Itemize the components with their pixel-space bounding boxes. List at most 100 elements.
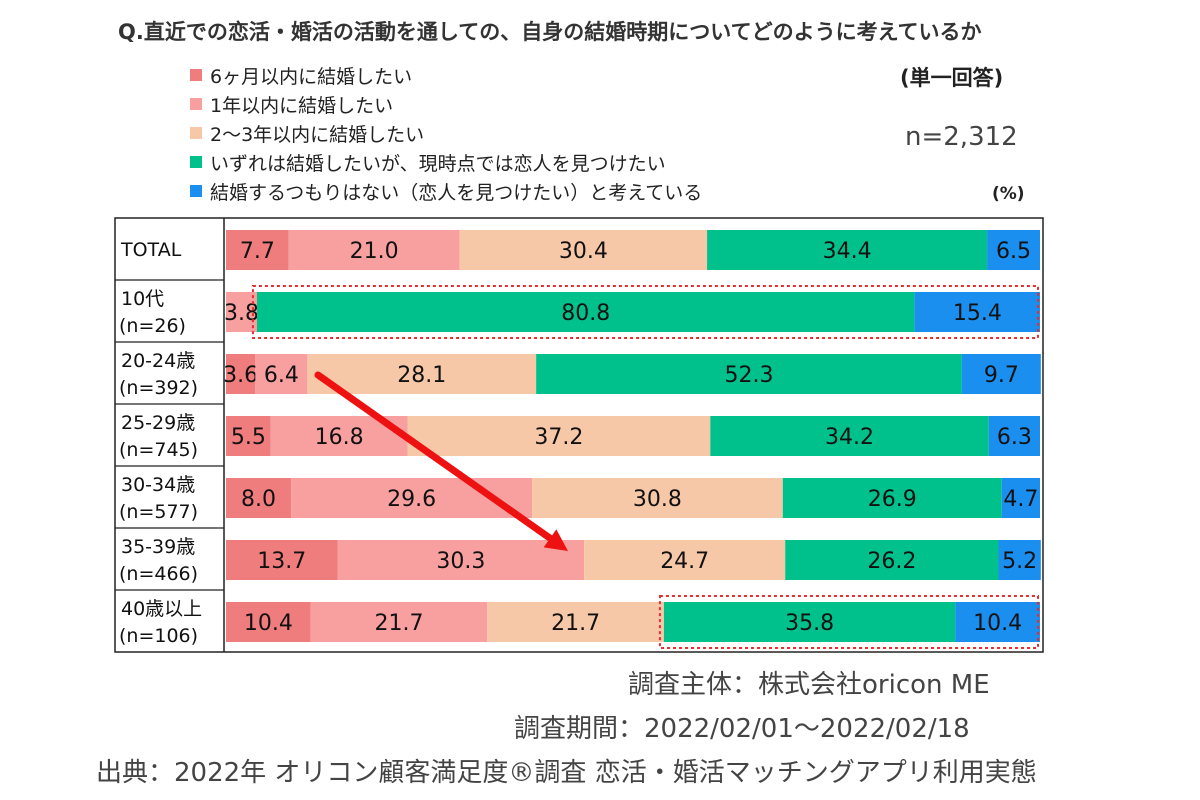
bar-segment xyxy=(310,602,488,642)
category-sample-size: (n=392) xyxy=(119,377,198,399)
data-label: 29.6 xyxy=(387,487,436,512)
data-label: 21.7 xyxy=(374,611,423,636)
legend-swatch xyxy=(190,98,202,110)
chart-frame xyxy=(114,217,1044,653)
data-label: 4.7 xyxy=(1003,487,1038,512)
legend-item: 結婚するつもりはない（恋人を見つけたい）と考えている xyxy=(190,178,702,204)
trend-arrow-head xyxy=(543,529,568,551)
highlight-box xyxy=(658,595,1039,649)
data-label: 3.6 xyxy=(223,363,258,388)
data-label: 34.2 xyxy=(825,425,874,450)
data-label: 37.2 xyxy=(534,425,583,450)
bar-segment xyxy=(785,540,999,580)
legend-swatch xyxy=(190,156,202,168)
bar-segment xyxy=(407,416,711,456)
category-sample-size: (n=26) xyxy=(119,315,186,337)
data-label: 24.7 xyxy=(660,549,709,574)
data-label: 28.1 xyxy=(397,363,446,388)
data-label: 26.2 xyxy=(867,549,916,574)
legend-swatch xyxy=(190,127,202,139)
data-label: 52.3 xyxy=(725,363,774,388)
data-label: 13.7 xyxy=(257,549,306,574)
data-label: 6.4 xyxy=(264,363,299,388)
legend-label: 結婚するつもりはない（恋人を見つけたい）と考えている xyxy=(210,181,703,204)
trend-arrow xyxy=(314,371,558,545)
category-sample-size: (n=466) xyxy=(119,563,198,585)
legend-label: 2〜3年以内に結婚したい xyxy=(210,123,425,146)
category-label: 20-24歳 xyxy=(121,350,195,372)
data-label: 15.4 xyxy=(953,301,1002,326)
category-label: 30-34歳 xyxy=(121,474,195,496)
bar-segment xyxy=(226,602,311,642)
legend-swatch xyxy=(190,185,202,197)
legend-item: 6ヶ月以内に結婚したい xyxy=(190,62,412,88)
data-label: 5.5 xyxy=(231,425,266,450)
bar-segment xyxy=(961,354,1041,394)
category-label: 10代 xyxy=(121,288,164,310)
legend-swatch xyxy=(190,69,202,81)
legend-item: 2〜3年以内に結婚したい xyxy=(190,120,424,146)
bar-segment xyxy=(710,416,989,456)
data-label: 9.7 xyxy=(984,363,1019,388)
data-label: 6.5 xyxy=(996,239,1031,264)
legend-label: 6ヶ月以内に結婚したい xyxy=(210,65,413,88)
data-label: 30.4 xyxy=(559,239,608,264)
bar-segment xyxy=(987,230,1040,270)
bar-segment xyxy=(914,292,1040,332)
source-note: 出典：2022年 オリコン顧客満足度®調査 恋活・婚活マッチングアプリ利用実態 xyxy=(96,758,1037,788)
chart-title: Q.直近での恋活・婚活の活動を通しての、自身の結婚時期についてどのように考えてい… xyxy=(118,20,982,44)
bar-segment xyxy=(459,230,708,270)
data-label: 6.3 xyxy=(997,425,1032,450)
data-label: 26.9 xyxy=(868,487,917,512)
data-label: 8.0 xyxy=(241,487,276,512)
bar-segment xyxy=(663,602,956,642)
data-label: 10.4 xyxy=(244,611,293,636)
data-label: 34.4 xyxy=(823,239,872,264)
sample-size-label: n=2,312 xyxy=(905,122,1018,152)
bar-segment xyxy=(226,416,271,456)
bar-segment xyxy=(226,230,289,270)
survey-period: 調査期間：2022/02/01〜2022/02/18 xyxy=(514,714,970,744)
bar-segment xyxy=(256,292,915,332)
category-sample-size: (n=577) xyxy=(119,501,198,523)
bar-segment xyxy=(288,230,460,270)
legend-item: 1年以内に結婚したい xyxy=(190,91,393,117)
bar-segment xyxy=(998,540,1041,580)
bar-segment xyxy=(337,540,585,580)
data-label: 30.3 xyxy=(436,549,485,574)
legend-item: いずれは結婚したいが、現時点では恋人を見つけたい xyxy=(190,149,666,175)
bar-segment xyxy=(226,354,256,394)
category-label: 40歳以上 xyxy=(121,598,202,620)
bar-segment xyxy=(226,292,257,332)
data-label: 16.8 xyxy=(315,425,364,450)
data-label: 7.7 xyxy=(240,239,275,264)
data-label: 80.8 xyxy=(561,301,610,326)
legend-label: 1年以内に結婚したい xyxy=(210,94,394,117)
survey-organizer: 調査主体：株式会社oricon ME xyxy=(628,670,990,700)
category-sample-size: (n=745) xyxy=(119,439,198,461)
bar-segment xyxy=(782,478,1002,518)
data-label: 21.7 xyxy=(551,611,600,636)
data-label: 30.8 xyxy=(633,487,682,512)
bar-segment xyxy=(1001,478,1040,518)
legend-label: いずれは結婚したいが、現時点では恋人を見つけたい xyxy=(210,152,666,175)
category-label: 25-29歳 xyxy=(121,412,195,434)
bar-segment xyxy=(536,354,962,394)
category-sample-size: (n=106) xyxy=(119,625,198,647)
bar-segment xyxy=(487,602,664,642)
data-label: 10.4 xyxy=(973,611,1022,636)
highlight-box xyxy=(251,285,1039,339)
category-label: 35-39歳 xyxy=(121,536,195,558)
bar-segment xyxy=(307,354,537,394)
bar-segment xyxy=(226,540,338,580)
data-label: 35.8 xyxy=(785,611,834,636)
unit-label: (%) xyxy=(992,184,1025,204)
bar-segment xyxy=(988,416,1040,456)
bar-segment xyxy=(226,478,292,518)
bar-segment xyxy=(255,354,308,394)
bar-segment xyxy=(707,230,988,270)
category-label: TOTAL xyxy=(120,239,182,261)
bar-segment xyxy=(584,540,786,580)
answer-type-label: (単一回答) xyxy=(900,66,1004,90)
